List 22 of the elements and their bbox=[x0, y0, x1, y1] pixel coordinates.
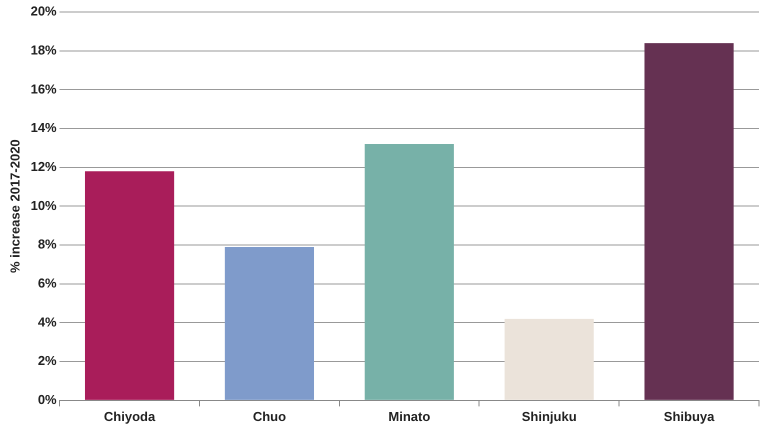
y-tick-label: 10% bbox=[30, 198, 58, 213]
x-tick-label: Minato bbox=[388, 408, 430, 424]
x-tick-label: Shibuya bbox=[664, 408, 716, 424]
y-tick-label: 20% bbox=[30, 4, 58, 19]
y-axis-title: % increase 2017-2020 bbox=[7, 139, 22, 274]
y-tick-label: 0% bbox=[38, 392, 58, 407]
bar bbox=[224, 246, 314, 400]
y-tick-label: 8% bbox=[38, 236, 58, 252]
y-tick-label: 12% bbox=[30, 158, 58, 174]
y-tick-label: 2% bbox=[38, 353, 58, 368]
bar bbox=[84, 171, 174, 400]
y-tick-label: 4% bbox=[38, 314, 58, 330]
y-tick-label: 18% bbox=[30, 42, 58, 58]
y-tick-label: 16% bbox=[30, 81, 58, 96]
x-tick-label: Shinjuku bbox=[522, 408, 577, 424]
bar bbox=[364, 144, 454, 400]
bar bbox=[504, 318, 594, 400]
y-tick-label: 6% bbox=[38, 275, 58, 290]
bar bbox=[644, 43, 734, 400]
x-tick-label: Chuo bbox=[252, 408, 286, 424]
x-tick-label: Chiyoda bbox=[104, 408, 156, 424]
y-tick-label: 14% bbox=[30, 120, 58, 136]
